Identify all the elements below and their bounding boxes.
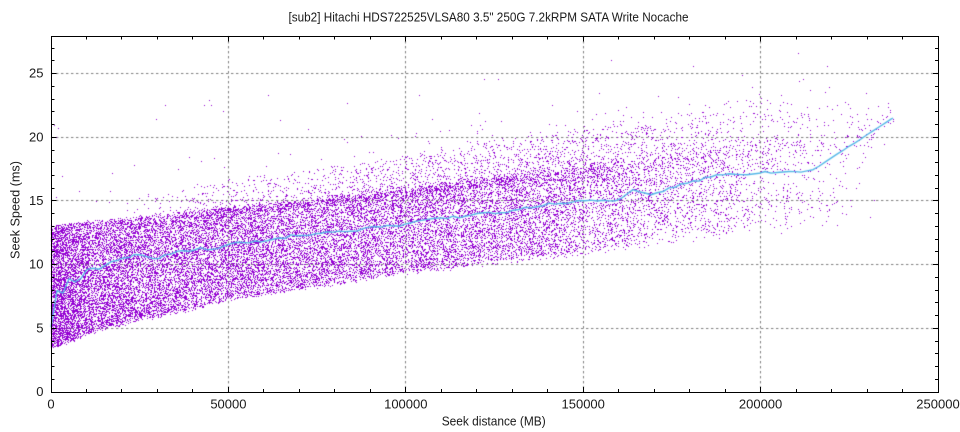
svg-text:Seek distance (MB): Seek distance (MB) bbox=[442, 413, 546, 428]
svg-text:0: 0 bbox=[36, 384, 43, 399]
svg-text:150000: 150000 bbox=[562, 397, 605, 412]
svg-text:20: 20 bbox=[29, 129, 43, 144]
svg-text:15: 15 bbox=[29, 193, 43, 208]
svg-text:100000: 100000 bbox=[384, 397, 427, 412]
svg-text:5: 5 bbox=[36, 320, 43, 335]
svg-text:Seek Speed (ms): Seek Speed (ms) bbox=[8, 161, 23, 259]
svg-text:[sub2] Hitachi HDS722525VLSA80: [sub2] Hitachi HDS722525VLSA80 3.5" 250G… bbox=[289, 10, 689, 25]
svg-text:50000: 50000 bbox=[210, 397, 246, 412]
svg-text:250000: 250000 bbox=[916, 397, 959, 412]
svg-text:200000: 200000 bbox=[739, 397, 782, 412]
svg-text:25: 25 bbox=[29, 66, 43, 81]
svg-text:0: 0 bbox=[47, 397, 54, 412]
svg-text:10: 10 bbox=[29, 257, 43, 272]
